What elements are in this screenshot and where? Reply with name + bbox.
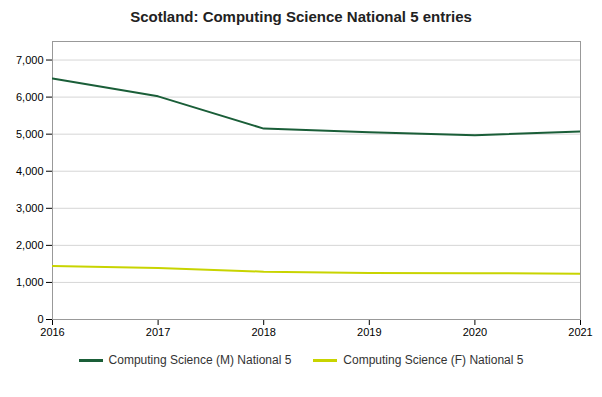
svg-text:2017: 2017: [146, 326, 170, 338]
svg-text:0: 0: [37, 313, 43, 325]
svg-text:2016: 2016: [40, 326, 64, 338]
svg-text:2019: 2019: [357, 326, 381, 338]
svg-text:6,000: 6,000: [16, 91, 44, 103]
svg-text:4,000: 4,000: [16, 165, 44, 177]
svg-text:2018: 2018: [251, 326, 275, 338]
svg-text:7,000: 7,000: [16, 54, 44, 66]
svg-text:2021: 2021: [568, 326, 592, 338]
svg-text:1,000: 1,000: [16, 276, 44, 288]
svg-text:2,000: 2,000: [16, 239, 44, 251]
svg-text:5,000: 5,000: [16, 128, 44, 140]
html-text:Computing Science (F) National: Computing Science (F) National 5: [343, 353, 524, 367]
html-text:Computing Science (M) National: Computing Science (M) National 5: [108, 353, 292, 367]
svg-text:3,000: 3,000: [16, 202, 44, 214]
html-text:Scotland: Computing Science Na: Scotland: Computing Science National 5 e…: [130, 8, 472, 25]
svg-text:2020: 2020: [463, 326, 487, 338]
